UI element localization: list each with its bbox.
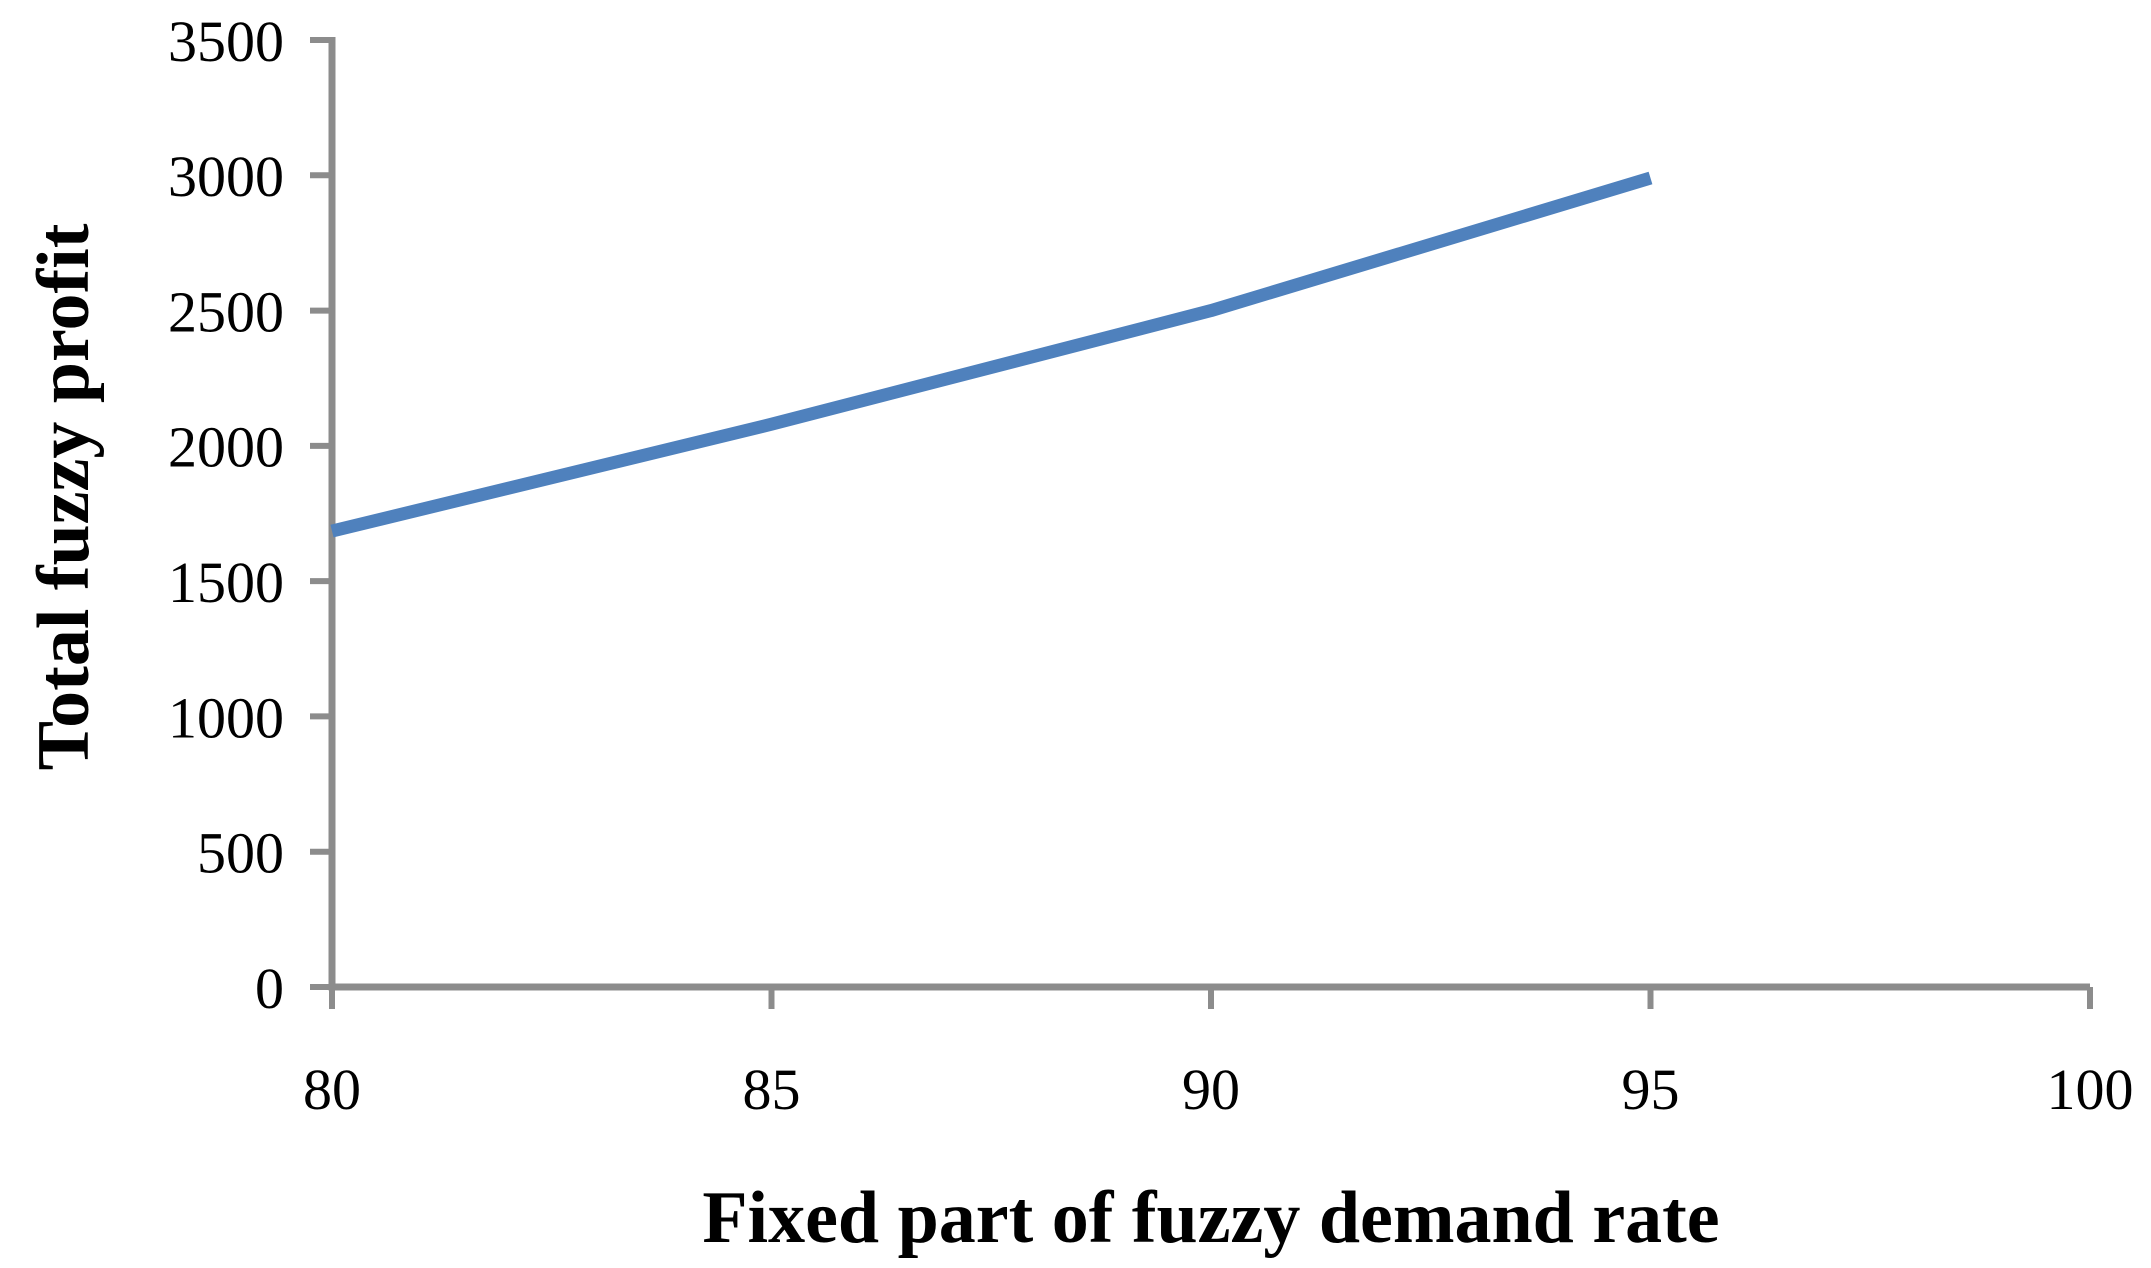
x-tick-label: 80 (303, 1057, 361, 1122)
y-axis-title: Total fuzzy profit (23, 223, 105, 771)
x-tick-label: 95 (1622, 1057, 1680, 1122)
x-tick-label: 100 (2047, 1057, 2134, 1122)
x-axis-title: Fixed part of fuzzy demand rate (702, 1177, 1720, 1259)
y-tick-label: 2000 (168, 415, 284, 480)
data-series (330, 171, 1653, 538)
y-tick-label: 3000 (168, 144, 284, 209)
x-tick-label: 85 (743, 1057, 801, 1122)
profit-line (330, 171, 1653, 538)
y-tick-label: 0 (255, 956, 284, 1021)
y-tick-label: 1500 (168, 550, 284, 615)
axis-lines (328, 37, 2090, 991)
x-tick-label: 90 (1182, 1057, 1240, 1122)
y-tick-label: 500 (197, 821, 284, 886)
y-tick-label: 2500 (168, 279, 284, 344)
tick-labels: 0 500 1000 1500 2000 2500 3000 3500 80 85 90 95 100 (168, 9, 2134, 1122)
axes (328, 37, 2090, 991)
tick-marks (310, 37, 2093, 1009)
y-tick-label: 1000 (168, 685, 284, 750)
y-tick-label: 3500 (168, 9, 284, 74)
